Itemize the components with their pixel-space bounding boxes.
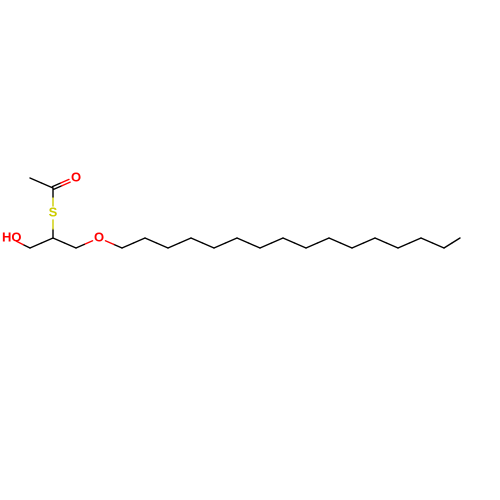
molecule-diagram: O HO S O (0, 0, 500, 500)
bond (237, 238, 249, 243)
bond (145, 238, 157, 243)
bond (42, 183, 54, 188)
bond (260, 243, 272, 248)
bond (421, 238, 433, 243)
bond (84, 241, 92, 245)
atom-label-o: O (71, 169, 81, 184)
bond (364, 238, 376, 243)
bond (203, 243, 215, 248)
bond (23, 245, 30, 248)
bond (352, 243, 364, 248)
bond (444, 243, 452, 248)
bond (318, 238, 330, 243)
bond (65, 243, 77, 248)
bond (191, 238, 203, 243)
bond (295, 243, 307, 248)
bond (272, 238, 284, 243)
bond (168, 243, 180, 248)
bond (226, 238, 238, 243)
bond (387, 243, 399, 248)
bond (398, 243, 410, 248)
bond (30, 178, 42, 183)
bond (76, 244, 84, 248)
bond (452, 238, 460, 243)
bond (30, 243, 42, 248)
bond (375, 238, 387, 243)
atom-label-o: O (94, 229, 104, 244)
bond (433, 243, 445, 248)
bond (105, 241, 113, 245)
atom-label-o: HO (2, 229, 22, 244)
bond (306, 243, 318, 248)
bond (341, 243, 353, 248)
bond (53, 238, 65, 243)
atom-label-s: S (49, 204, 58, 219)
bond (122, 243, 134, 248)
bond (157, 243, 169, 248)
bond (42, 238, 54, 243)
bond (114, 244, 122, 248)
bond (329, 238, 341, 243)
bond (410, 238, 422, 243)
bond (180, 238, 192, 243)
bond (134, 238, 146, 243)
bond (283, 238, 295, 243)
bond (249, 243, 261, 248)
bond (214, 243, 226, 248)
